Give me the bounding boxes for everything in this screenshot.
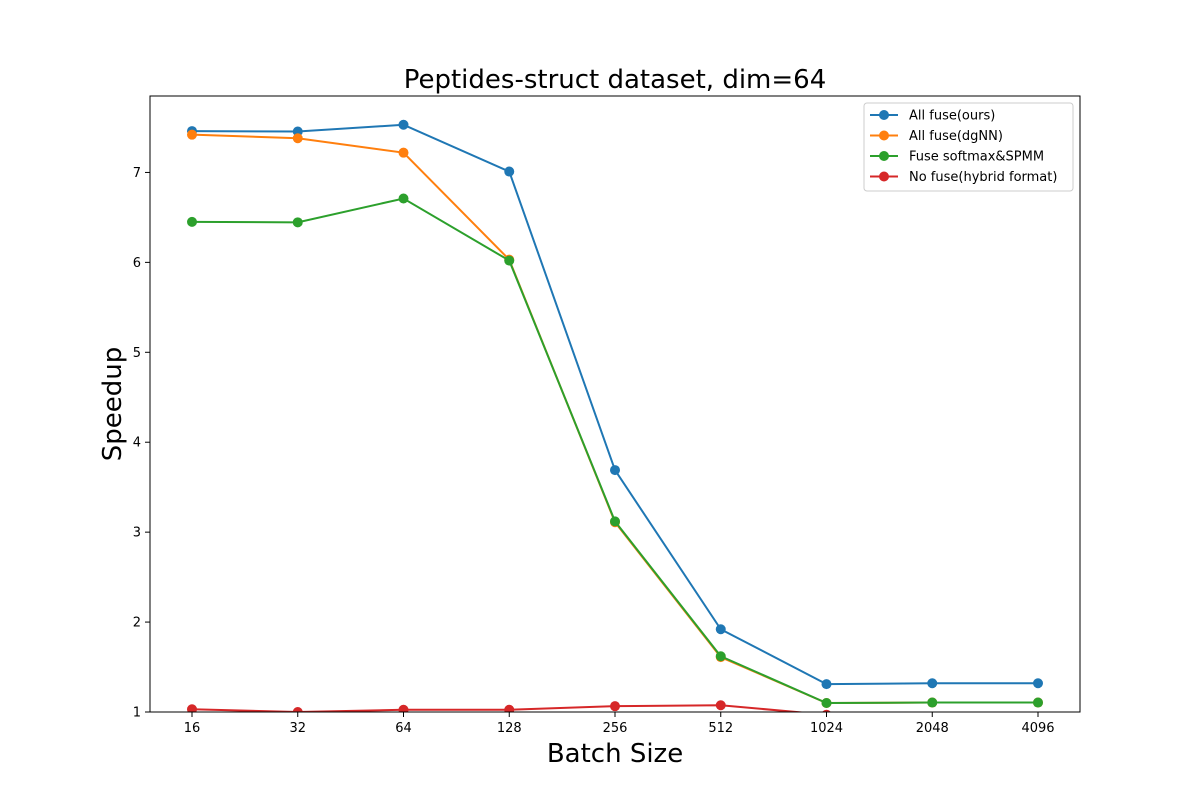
data-point	[187, 216, 197, 227]
x-axis: 16 32 64 128 256 512 1024 2048 4096	[184, 712, 1055, 736]
series-2	[187, 193, 1043, 709]
legend-label: All fuse(dgNN)	[909, 129, 1003, 144]
series-1	[187, 129, 1043, 709]
y-tick-label: 7	[133, 166, 141, 181]
data-point	[398, 147, 409, 158]
data-point	[187, 129, 197, 140]
data-point	[187, 704, 197, 712]
data-point	[822, 709, 831, 712]
data-point	[1033, 697, 1043, 708]
data-point	[398, 193, 409, 204]
y-tick-label: 5	[133, 346, 141, 361]
data-point	[1033, 678, 1043, 689]
data-point	[504, 704, 515, 712]
legend-label: All fuse(ours)	[909, 109, 995, 124]
data-point	[610, 516, 620, 527]
y-tick-label: 2	[133, 616, 141, 631]
y-tick-label: 3	[133, 526, 141, 541]
legend-label: No fuse(hybrid format)	[909, 170, 1057, 185]
data-point	[398, 119, 409, 130]
legend-swatch-marker	[879, 171, 889, 182]
data-point	[398, 704, 409, 712]
x-tick-label: 4096	[1021, 721, 1054, 736]
y-tick-label: 6	[133, 256, 141, 271]
data-point	[504, 166, 515, 177]
legend-item: No fuse(hybrid format)	[870, 170, 1057, 185]
x-tick-label: 64	[395, 721, 412, 736]
series-3	[187, 700, 831, 712]
series-line	[191, 133, 1038, 705]
y-axis: 1 2 3 4 5 6 7	[133, 166, 150, 721]
legend-frame	[863, 102, 1074, 192]
x-tick-label: 128	[497, 721, 522, 736]
data-point	[610, 465, 620, 476]
data-point	[504, 255, 515, 266]
data-point	[821, 698, 832, 709]
x-axis-title: Batch Size	[547, 739, 683, 769]
y-tick-label: 4	[133, 436, 141, 451]
legend-swatch-marker	[879, 130, 889, 141]
legend: All fuse(ours) All fuse(dgNN) Fuse softmax…	[863, 102, 1074, 192]
x-tick-label: 16	[184, 721, 201, 736]
legend-item: All fuse(dgNN)	[870, 129, 1003, 144]
x-tick-label: 32	[289, 721, 306, 736]
legend-item: All fuse(ours)	[870, 109, 995, 124]
x-tick-label: 256	[603, 721, 628, 736]
data-point	[292, 217, 303, 228]
series-layer	[187, 119, 1043, 712]
data-point	[715, 624, 726, 635]
series-0	[187, 119, 1043, 690]
y-tick-label: 1	[133, 706, 141, 721]
x-tick-label: 1024	[810, 721, 843, 736]
legend-swatch-marker	[879, 151, 889, 161]
data-point	[292, 707, 303, 712]
legend-label: Fuse softmax&SPMM	[909, 150, 1044, 165]
data-point	[715, 651, 726, 662]
data-point	[610, 701, 620, 712]
legend-item: Fuse softmax&SPMM	[870, 150, 1044, 165]
series-line	[191, 123, 1038, 686]
x-tick-label: 512	[708, 721, 733, 736]
legend-swatch-marker	[879, 110, 889, 120]
data-point	[927, 697, 938, 708]
data-point	[927, 678, 938, 689]
data-point	[715, 700, 726, 711]
data-point	[292, 133, 303, 144]
series-line	[191, 197, 1038, 705]
x-tick-label: 2048	[916, 721, 949, 736]
y-axis-title: Speedup	[98, 347, 128, 462]
data-point	[821, 679, 832, 690]
chart-title: Peptides-struct dataset, dim=64	[404, 65, 827, 95]
